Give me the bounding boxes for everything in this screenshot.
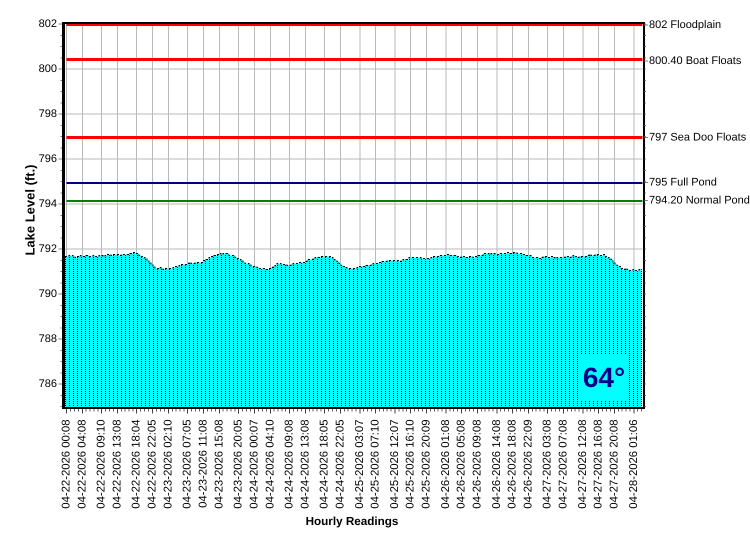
svg-text:Lake Level (ft.): Lake Level (ft.) [23, 164, 38, 255]
svg-text:04-22-2026 13:08: 04-22-2026 13:08 [111, 420, 123, 509]
svg-text:04-28-2026 01:06: 04-28-2026 01:06 [628, 420, 640, 509]
svg-text:802 Floodplain: 802 Floodplain [649, 19, 721, 31]
svg-text:794.20 Normal Pond: 794.20 Normal Pond [649, 194, 750, 206]
svg-text:04-25-2026 07:10: 04-25-2026 07:10 [370, 420, 382, 509]
svg-text:04-24-2026 00:07: 04-24-2026 00:07 [248, 420, 260, 509]
svg-text:04-25-2026 20:09: 04-25-2026 20:09 [421, 420, 433, 509]
svg-text:796: 796 [39, 153, 57, 165]
svg-text:04-27-2026 07:08: 04-27-2026 07:08 [558, 420, 570, 509]
svg-text:792: 792 [39, 243, 57, 255]
svg-text:04-26-2026 01:08: 04-26-2026 01:08 [440, 420, 452, 509]
svg-text:04-24-2026 22:05: 04-24-2026 22:05 [335, 420, 347, 509]
svg-text:795 Full Pond: 795 Full Pond [649, 176, 717, 188]
svg-text:04-27-2026 16:08: 04-27-2026 16:08 [593, 420, 605, 509]
svg-text:04-23-2026 20:05: 04-23-2026 20:05 [233, 420, 245, 509]
svg-text:04-22-2026 04:08: 04-22-2026 04:08 [76, 420, 88, 509]
svg-text:794: 794 [39, 198, 57, 210]
svg-text:Hourly Readings: Hourly Readings [306, 515, 399, 528]
svg-text:04-24-2026 09:08: 04-24-2026 09:08 [284, 420, 296, 509]
svg-text:04-26-2026 05:08: 04-26-2026 05:08 [456, 420, 468, 509]
svg-text:04-23-2026 15:08: 04-23-2026 15:08 [213, 420, 225, 509]
svg-text:04-24-2026 18:05: 04-24-2026 18:05 [319, 420, 331, 509]
svg-text:04-24-2026 04:10: 04-24-2026 04:10 [264, 420, 276, 509]
svg-text:04-22-2026 22:05: 04-22-2026 22:05 [147, 420, 159, 509]
svg-text:786: 786 [39, 378, 57, 390]
svg-text:04-26-2026 14:08: 04-26-2026 14:08 [491, 420, 503, 509]
svg-text:04-24-2026 13:08: 04-24-2026 13:08 [299, 420, 311, 509]
svg-text:04-23-2026 11:08: 04-23-2026 11:08 [198, 420, 210, 508]
svg-text:04-26-2026 18:08: 04-26-2026 18:08 [507, 420, 519, 509]
svg-text:64°: 64° [583, 362, 625, 393]
svg-text:04-25-2026 16:10: 04-25-2026 16:10 [405, 420, 417, 509]
svg-text:800.40 Boat Floats: 800.40 Boat Floats [649, 55, 742, 67]
svg-text:04-27-2026 20:08: 04-27-2026 20:08 [609, 420, 621, 509]
svg-text:04-27-2026 03:08: 04-27-2026 03:08 [542, 420, 554, 509]
svg-text:798: 798 [39, 108, 57, 120]
svg-text:797 Sea Doo Floats: 797 Sea Doo Floats [649, 131, 747, 143]
svg-text:04-25-2026 12:07: 04-25-2026 12:07 [389, 420, 401, 509]
svg-text:04-22-2026 18:04: 04-22-2026 18:04 [131, 420, 143, 509]
svg-text:04-22-2026 09:10: 04-22-2026 09:10 [96, 420, 108, 509]
svg-text:04-26-2026 22:09: 04-26-2026 22:09 [523, 420, 535, 509]
svg-text:04-23-2026 07:05: 04-23-2026 07:05 [182, 420, 194, 509]
svg-text:04-27-2026 12:08: 04-27-2026 12:08 [577, 420, 589, 509]
svg-text:04-22-2026 00:08: 04-22-2026 00:08 [61, 420, 73, 509]
svg-text:04-25-2026 03:07: 04-25-2026 03:07 [354, 420, 366, 509]
svg-text:800: 800 [39, 63, 57, 75]
svg-text:788: 788 [39, 333, 57, 345]
svg-text:04-23-2026 02:10: 04-23-2026 02:10 [162, 420, 174, 509]
svg-text:802: 802 [39, 18, 57, 30]
svg-text:790: 790 [39, 288, 57, 300]
svg-text:04-26-2026 09:08: 04-26-2026 09:08 [472, 420, 484, 509]
